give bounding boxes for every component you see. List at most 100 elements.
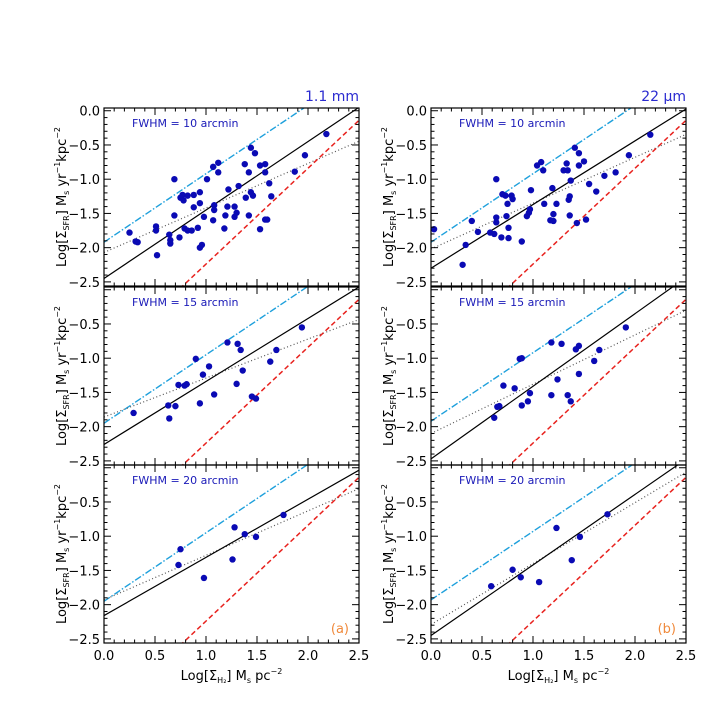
data-point	[194, 224, 202, 232]
y-tick-label: −2.5	[68, 455, 100, 470]
data-point	[591, 357, 598, 365]
data-point	[568, 556, 575, 564]
panel-frame	[430, 464, 687, 644]
data-point	[566, 193, 573, 200]
x-tick-label: 1.5	[574, 649, 595, 664]
data-point	[209, 217, 217, 224]
y-tick-label: −2.0	[68, 242, 100, 257]
panel-frame	[430, 107, 687, 287]
y-axis-label-part: yr	[382, 352, 397, 370]
y-tick-label: −2.5	[68, 633, 100, 648]
y-axis-label-part: kpc	[382, 496, 397, 519]
data-point	[505, 234, 512, 242]
data-point	[261, 169, 269, 176]
data-point	[462, 241, 469, 249]
data-point	[548, 339, 555, 346]
lines	[431, 287, 686, 465]
y-axis-label-part: −1	[380, 519, 389, 531]
data-point	[518, 402, 525, 409]
panel-fwhm-label: FWHM = 10 arcmin	[459, 117, 566, 130]
y-axis-label-part: yr	[382, 173, 397, 191]
y-axis-label-part: Log[Σ	[55, 410, 70, 447]
y-axis-label-part: Log[Σ	[55, 231, 70, 268]
y-tick-label: −2.0	[395, 421, 427, 436]
data-point	[576, 533, 584, 541]
data-point	[505, 224, 512, 232]
data-point	[190, 191, 197, 199]
data-point	[537, 158, 545, 166]
x-tick-label: 0.0	[94, 649, 115, 664]
data-point	[323, 130, 330, 138]
data-point	[196, 199, 204, 207]
panel-tag: (b)	[658, 622, 676, 637]
data-point	[200, 213, 208, 221]
y-axis-label-part: Log[Σ	[55, 588, 70, 625]
data-point	[192, 355, 199, 363]
y-tick-label: −2.5	[395, 633, 427, 648]
dashed-line	[181, 298, 359, 465]
data-point	[153, 251, 161, 259]
data-point	[582, 216, 590, 223]
data-point	[504, 200, 511, 208]
y-axis-label-part: ] M	[382, 374, 397, 394]
x-axis-label: Log[ΣH₂] Ms pc−2	[508, 667, 610, 685]
dashed-line	[181, 119, 359, 286]
data-point	[200, 574, 208, 582]
data-point	[196, 400, 204, 407]
solid-line	[104, 287, 359, 445]
x-tick-label: 1.0	[523, 649, 544, 664]
data-point	[647, 131, 654, 138]
solid-line	[431, 108, 686, 269]
y-axis-label-part: ] M	[382, 552, 397, 572]
data-point	[575, 342, 583, 350]
dashed-line	[181, 476, 359, 643]
x-axis-label-part: pc	[578, 669, 598, 684]
data-point	[273, 346, 280, 354]
data-point	[231, 203, 238, 210]
data-point	[517, 574, 524, 581]
panel-frame	[103, 464, 360, 644]
x-axis-label-part: H₂	[217, 676, 226, 685]
y-tick-label: −0.5	[68, 139, 100, 154]
y-axis-label: Log[ΣSFR] Ms yr−1kpc−2	[380, 306, 398, 446]
column-title-right: 22 μm	[641, 89, 686, 105]
y-axis-label-part: −2	[53, 127, 62, 139]
data-point	[222, 212, 229, 219]
y-tick-label: −1.0	[68, 173, 100, 188]
data-point	[183, 381, 190, 388]
data-point	[190, 204, 197, 211]
y-axis-label-part: −1	[380, 341, 389, 353]
data-point	[491, 230, 498, 238]
y-axis-label-part: s	[389, 191, 398, 195]
panel-1-1: 0.0 −0.5 −1.0 −1.5 −2.0 −2.5 Log[ΣSFR] Ms yr−1…	[53, 105, 360, 291]
dashed-line	[508, 476, 686, 643]
y-tick-label: −1.5	[68, 386, 100, 401]
data-point	[209, 163, 217, 171]
data-point	[601, 172, 608, 179]
y-tick-label: −0.5	[395, 496, 427, 511]
y-axis-label-part: −2	[53, 484, 62, 496]
y-tick-label: −1.5	[395, 386, 427, 401]
data-point	[130, 409, 137, 417]
y-axis-label-part: −1	[53, 519, 62, 531]
y-axis-label-part: yr	[55, 173, 70, 191]
y-tick-label: −2.0	[395, 242, 427, 257]
data-point	[566, 212, 573, 219]
data-point	[493, 219, 500, 226]
panel-fwhm-label: FWHM = 10 arcmin	[132, 117, 239, 130]
x-axis-label-part: s	[247, 676, 251, 685]
y-axis-label-part: Log[Σ	[382, 410, 397, 447]
data-point	[573, 219, 581, 227]
x-axis-label: Log[ΣH₂] Ms pc−2	[181, 667, 283, 685]
data-point	[468, 217, 475, 225]
y-axis-label-part: −1	[53, 341, 62, 353]
y-axis-label-part: ] M	[55, 195, 70, 215]
y-tick-label: 0.0	[406, 105, 427, 120]
data-point	[210, 206, 218, 214]
y-tick-label: 0.0	[79, 105, 100, 120]
x-tick-label: 0.5	[472, 649, 493, 664]
panel-2-2: −0.5 −1.0 −1.5 −2.0 −2.5 Log[ΣSFR] Ms yr−1kpc…	[380, 286, 687, 470]
x-tick-label: 2.0	[298, 649, 319, 664]
data-point	[575, 162, 583, 169]
data-point	[167, 240, 174, 247]
